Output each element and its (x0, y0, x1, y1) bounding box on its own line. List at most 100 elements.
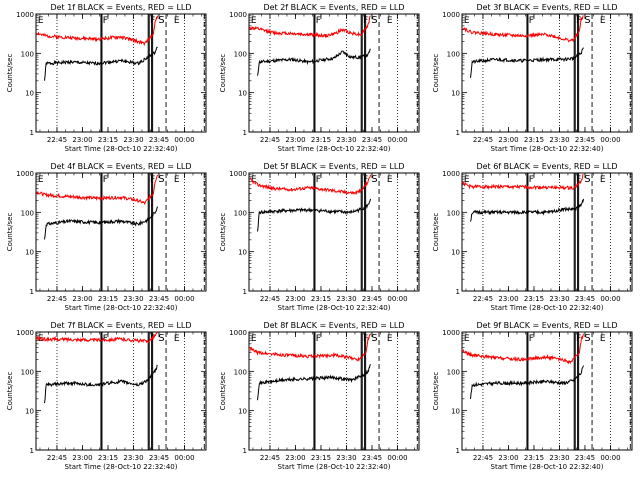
flag-marker-label: E (600, 16, 606, 26)
y-tick-label: 1 (243, 288, 247, 296)
y-tick-label: 10 (238, 90, 247, 98)
plot-frame (35, 172, 207, 292)
flag-marker-label: F (576, 16, 581, 26)
y-tick-label: 10 (25, 90, 34, 98)
y-tick-label: 1 (243, 129, 247, 137)
x-tick-label: 23:15 (524, 136, 544, 144)
x-tick-label: 23:00 (72, 454, 92, 462)
plot-frame (248, 331, 420, 451)
x-tick-label: 00:00 (174, 295, 194, 303)
flag-marker-label: F (103, 175, 108, 185)
flag-marker-label: E (387, 16, 393, 26)
x-tick-label: 00:00 (174, 136, 194, 144)
y-tick-label: 1000 (229, 11, 247, 19)
events-series-line (257, 48, 371, 76)
x-tick-label: 23:15 (311, 295, 331, 303)
x-tick-label: 23:15 (311, 454, 331, 462)
flag-marker-label: F (576, 175, 581, 185)
x-tick-label: 23:30 (336, 454, 356, 462)
x-tick-label: 23:00 (285, 295, 305, 303)
lld-series-line (249, 174, 372, 196)
plot-frame (35, 13, 207, 133)
detector-panel: Det 4f BLACK = Events, RED = LLD 1 10 100 10… (6, 162, 207, 312)
y-axis-label: Counts/sec (432, 213, 440, 252)
lld-series-line (36, 15, 159, 47)
lld-series-line (36, 332, 158, 344)
x-tick-label: 23:00 (285, 136, 305, 144)
x-tick-label: 22:45 (473, 136, 493, 144)
y-tick-label: 1000 (16, 329, 34, 337)
x-axis-label: Start Time (28-Oct-10 22:32:40) (491, 304, 604, 312)
x-axis-label: Start Time (28-Oct-10 22:32:40) (278, 463, 391, 471)
y-tick-label: 100 (21, 209, 34, 217)
lld-series-line (462, 333, 584, 365)
x-tick-label: 23:30 (123, 454, 143, 462)
x-tick-label: 22:45 (260, 454, 280, 462)
x-tick-label: 23:00 (285, 454, 305, 462)
flag-marker-label: E (251, 175, 257, 185)
y-tick-label: 10 (238, 249, 247, 257)
y-axis-label: Counts/sec (219, 372, 227, 411)
detector-panel: Det 6f BLACK = Events, RED = LLD 1 10 100 10… (432, 162, 633, 312)
y-axis-label: Counts/sec (6, 54, 14, 93)
y-tick-label: 1 (243, 447, 247, 455)
x-tick-label: 23:45 (149, 295, 169, 303)
y-tick-label: 10 (238, 408, 247, 416)
x-tick-label: 22:45 (47, 295, 67, 303)
x-tick-label: 22:45 (47, 136, 67, 144)
flag-marker-label: E (38, 175, 44, 185)
x-tick-label: 00:00 (600, 295, 620, 303)
x-axis-label: Start Time (28-Oct-10 22:32:40) (491, 463, 604, 471)
flag-marker-label: E (174, 16, 180, 26)
plot-frame (248, 13, 420, 133)
panel-title: Det 2f BLACK = Events, RED = LLD (263, 3, 404, 12)
panel-title: Det 5f BLACK = Events, RED = LLD (263, 162, 404, 171)
y-tick-label: 100 (21, 50, 34, 58)
flag-marker-label: E (387, 334, 393, 344)
x-tick-label: 22:45 (260, 136, 280, 144)
flag-marker-label: S (158, 15, 164, 26)
y-tick-label: 100 (447, 368, 460, 376)
x-tick-label: 23:30 (549, 295, 569, 303)
flag-marker-label: E (464, 334, 470, 344)
y-tick-label: 1 (456, 447, 460, 455)
flag-marker-label: S (371, 333, 377, 344)
x-axis-label: Start Time (28-Oct-10 22:32:40) (65, 304, 178, 312)
y-tick-label: 1000 (442, 329, 460, 337)
plot-frame (35, 331, 207, 451)
x-tick-label: 00:00 (387, 454, 407, 462)
x-tick-label: 23:15 (98, 295, 118, 303)
events-series-line (257, 364, 371, 401)
flag-marker-label: E (464, 175, 470, 185)
events-series-line (470, 198, 584, 222)
y-tick-label: 100 (447, 50, 460, 58)
flag-marker-label: F (529, 16, 534, 26)
panel-title: Det 8f BLACK = Events, RED = LLD (263, 321, 404, 330)
flag-marker-label: E (174, 175, 180, 185)
x-tick-label: 00:00 (174, 454, 194, 462)
plot-frame (461, 172, 633, 292)
flag-marker-label: F (363, 334, 368, 344)
flag-marker-label: F (103, 16, 108, 26)
x-tick-label: 23:45 (575, 454, 595, 462)
y-tick-label: 10 (25, 249, 34, 257)
lld-series-line (462, 15, 584, 43)
x-axis-label: Start Time (28-Oct-10 22:32:40) (65, 463, 178, 471)
flag-marker-label: E (38, 16, 44, 26)
x-tick-label: 23:30 (123, 136, 143, 144)
y-tick-label: 100 (234, 368, 247, 376)
detector-panel: Det 3f BLACK = Events, RED = LLD 1 10 100 10… (432, 3, 633, 153)
y-axis-label: Counts/sec (432, 54, 440, 93)
detector-panel: Det 9f BLACK = Events, RED = LLD 1 10 100 10… (432, 321, 633, 471)
flag-marker-label: S (584, 15, 590, 26)
detector-panel: Det 2f BLACK = Events, RED = LLD 1 10 100 10… (219, 3, 420, 153)
x-tick-label: 23:15 (98, 454, 118, 462)
lld-series-line (462, 173, 584, 191)
y-tick-label: 10 (25, 408, 34, 416)
x-tick-label: 00:00 (600, 136, 620, 144)
y-tick-label: 1 (456, 129, 460, 137)
y-tick-label: 100 (447, 209, 460, 217)
y-axis-label: Counts/sec (219, 213, 227, 252)
y-tick-label: 1 (30, 129, 34, 137)
